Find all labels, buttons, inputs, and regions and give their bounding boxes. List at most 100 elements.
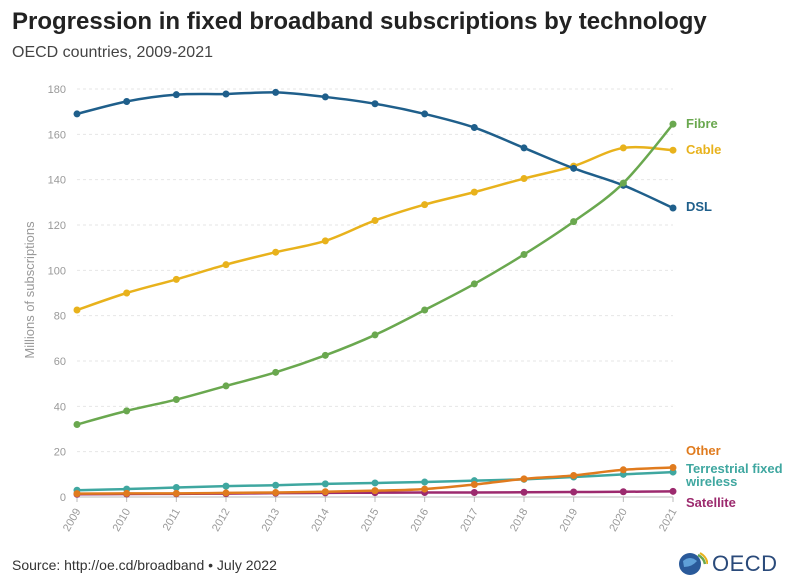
grid-lines — [77, 88, 673, 498]
data-point — [272, 368, 280, 376]
x-tick-label: 2019 — [558, 507, 581, 534]
series-lines — [73, 88, 677, 498]
series-cable — [73, 144, 677, 314]
data-point — [73, 306, 81, 314]
data-point — [272, 481, 280, 489]
x-tick-label: 2014 — [309, 507, 332, 534]
data-point — [520, 475, 528, 483]
data-point — [470, 280, 478, 288]
y-tick-label: 0 — [60, 492, 66, 504]
series-line — [76, 123, 674, 426]
y-tick-label: 20 — [54, 447, 66, 459]
data-point — [172, 396, 180, 404]
data-point — [520, 175, 528, 183]
series-label: Satellite — [686, 495, 736, 510]
y-axis-label: Millions of subscriptions — [22, 221, 37, 359]
source-note: Source: http://oe.cd/broadband • July 20… — [12, 557, 277, 573]
oecd-logo: OECD — [678, 549, 778, 579]
data-point — [222, 489, 230, 497]
x-tick-label: 2015 — [359, 507, 382, 534]
series-other — [73, 464, 677, 498]
data-point — [123, 97, 131, 105]
data-point — [520, 488, 528, 496]
series-fibre — [73, 120, 677, 428]
data-point — [371, 479, 379, 487]
y-tick-label: 120 — [48, 220, 66, 232]
data-point — [470, 488, 478, 496]
data-point — [421, 110, 429, 118]
data-point — [570, 218, 578, 226]
x-tick-label: 2017 — [458, 507, 481, 534]
y-tick-label: 100 — [48, 265, 66, 277]
oecd-globe-icon — [679, 552, 708, 575]
x-tick-label: 2013 — [260, 507, 283, 534]
series-label: Cable — [686, 142, 721, 157]
x-axis: 2009 2010 2011 2012 2013 2014 2015 2016 2017 2018… — [61, 497, 680, 534]
data-point — [222, 261, 230, 269]
data-point — [619, 179, 627, 187]
series-label: Terrestrial fixed wireless — [685, 461, 783, 489]
data-point — [669, 464, 677, 472]
data-point — [619, 488, 627, 496]
y-tick-label: 40 — [54, 401, 66, 413]
x-tick-label: 2016 — [409, 507, 432, 534]
data-point — [470, 481, 478, 489]
x-tick-label: 2010 — [111, 507, 134, 534]
x-tick-label: 2012 — [210, 507, 233, 534]
x-tick-label: 2009 — [61, 507, 84, 534]
data-point — [570, 471, 578, 479]
data-point — [73, 110, 81, 118]
data-point — [272, 488, 280, 496]
chart-subtitle: OECD countries, 2009-2021 — [12, 44, 213, 61]
data-point — [172, 91, 180, 99]
data-point — [172, 483, 180, 491]
y-tick-label: 80 — [54, 311, 66, 323]
data-point — [669, 120, 677, 128]
y-tick-label: 60 — [54, 356, 66, 368]
data-point — [73, 420, 81, 428]
data-point — [619, 144, 627, 152]
y-axis: 0 20 40 60 80 100 120 140 160 180 — [48, 84, 66, 504]
data-point — [669, 487, 677, 495]
data-point — [470, 188, 478, 196]
x-tick-label: 2021 — [657, 507, 680, 534]
data-point — [321, 488, 329, 496]
data-point — [520, 250, 528, 258]
series-label: Fibre — [686, 116, 718, 131]
series-label: Other — [686, 443, 721, 458]
data-point — [123, 407, 131, 415]
data-point — [421, 306, 429, 314]
data-point — [172, 489, 180, 497]
data-point — [321, 93, 329, 101]
data-point — [222, 382, 230, 390]
data-point — [123, 289, 131, 297]
data-point — [222, 90, 230, 98]
y-tick-label: 160 — [48, 129, 66, 141]
data-point — [619, 466, 627, 474]
data-point — [321, 480, 329, 488]
data-point — [371, 331, 379, 339]
data-point — [669, 204, 677, 212]
y-tick-label: 140 — [48, 175, 66, 187]
data-point — [123, 489, 131, 497]
series-label: DSL — [686, 199, 712, 214]
x-tick-label: 2020 — [607, 507, 630, 534]
data-point — [222, 482, 230, 490]
data-point — [421, 478, 429, 486]
data-point — [321, 351, 329, 359]
data-point — [669, 146, 677, 154]
chart-title: Progression in fixed broadband subscript… — [12, 8, 707, 35]
x-tick-label: 2018 — [508, 507, 531, 534]
data-point — [272, 88, 280, 96]
data-point — [570, 164, 578, 172]
data-point — [520, 144, 528, 152]
x-tick-label: 2011 — [161, 507, 183, 533]
data-point — [421, 485, 429, 493]
data-point — [272, 248, 280, 256]
series-labels: DSL Cable Fibre Other Terrestrial fixed wirel… — [685, 116, 783, 510]
y-tick-label: 180 — [48, 84, 66, 96]
data-point — [470, 124, 478, 132]
series-dsl — [73, 88, 677, 212]
data-point — [570, 488, 578, 496]
